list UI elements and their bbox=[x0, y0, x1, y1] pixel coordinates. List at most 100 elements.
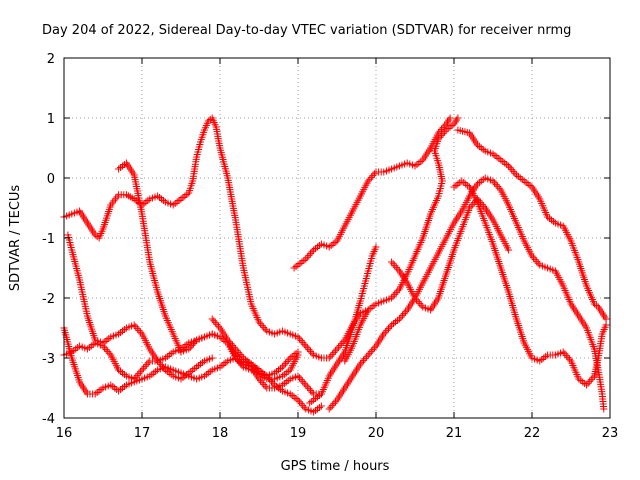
data-point-marker bbox=[305, 251, 313, 259]
data-point-marker bbox=[565, 355, 573, 363]
y-tick-label: -3 bbox=[42, 352, 55, 367]
data-point-marker bbox=[370, 170, 378, 178]
x-axis-label: GPS time / hours bbox=[281, 459, 390, 474]
data-point-marker bbox=[394, 287, 402, 295]
data-point-marker bbox=[233, 347, 241, 355]
data-point-marker bbox=[296, 398, 304, 406]
data-point-marker bbox=[327, 403, 335, 411]
data-point-marker bbox=[300, 379, 308, 387]
data-point-marker bbox=[303, 383, 311, 391]
data-point-marker bbox=[306, 250, 314, 258]
data-point-marker bbox=[236, 350, 244, 358]
data-point-marker bbox=[214, 322, 222, 330]
data-point-marker bbox=[330, 349, 338, 357]
series-trace-7 bbox=[290, 114, 454, 272]
data-point-marker bbox=[308, 248, 316, 256]
data-point-marker bbox=[602, 321, 610, 329]
series-trace-2 bbox=[64, 231, 216, 383]
data-point-marker bbox=[261, 325, 269, 333]
data-point-marker bbox=[361, 355, 369, 363]
data-point-marker bbox=[255, 318, 263, 326]
data-point-marker bbox=[454, 114, 462, 122]
data-point-marker bbox=[294, 396, 302, 404]
data-point-marker bbox=[434, 135, 442, 143]
data-point-marker bbox=[395, 315, 403, 323]
data-point-marker bbox=[505, 162, 513, 170]
data-point-marker bbox=[300, 403, 308, 411]
data-point-marker bbox=[303, 253, 311, 261]
x-tick-label: 20 bbox=[368, 426, 385, 441]
data-point-marker bbox=[363, 353, 371, 361]
data-point-marker bbox=[413, 296, 421, 304]
x-tick-label: 21 bbox=[446, 426, 463, 441]
data-point-marker bbox=[257, 320, 265, 328]
data-point-marker bbox=[213, 320, 221, 328]
data-point-marker bbox=[400, 310, 408, 318]
data-point-marker bbox=[411, 294, 419, 302]
x-tick-label: 16 bbox=[56, 426, 73, 441]
series-trace-1 bbox=[60, 114, 372, 362]
data-point-marker bbox=[339, 338, 347, 346]
data-point-marker bbox=[417, 301, 425, 309]
data-point-marker bbox=[366, 349, 374, 357]
data-point-marker bbox=[331, 398, 339, 406]
data-point-marker bbox=[562, 352, 570, 360]
data-point-marker bbox=[402, 308, 410, 316]
data-point-marker bbox=[358, 358, 366, 366]
data-point-marker bbox=[135, 326, 143, 334]
data-point-marker bbox=[285, 356, 293, 364]
data-point-marker bbox=[528, 252, 536, 260]
data-point-marker bbox=[587, 376, 595, 384]
series-trace-11 bbox=[388, 195, 513, 314]
data-point-marker bbox=[232, 354, 240, 362]
axis-ticks: 16 17 18 19 20 21 22 23 -4 -3 -2 -1 0 1 2 bbox=[42, 52, 618, 441]
x-tick-label: 18 bbox=[212, 426, 229, 441]
data-point-marker bbox=[185, 345, 193, 353]
data-point-marker bbox=[372, 243, 380, 251]
data-point-marker bbox=[360, 356, 368, 364]
data-point-marker bbox=[130, 321, 138, 329]
data-point-marker bbox=[260, 380, 268, 388]
data-point-marker bbox=[394, 265, 402, 273]
data-point-marker bbox=[296, 374, 304, 382]
data-point-marker bbox=[495, 184, 503, 192]
data-point-marker bbox=[138, 366, 146, 374]
data-point-marker bbox=[391, 262, 399, 270]
data-point-marker bbox=[509, 167, 517, 175]
x-tick-label: 19 bbox=[290, 426, 307, 441]
data-point-marker bbox=[141, 362, 149, 370]
data-point-marker bbox=[235, 349, 243, 357]
data-point-marker bbox=[236, 359, 244, 367]
data-point-marker bbox=[388, 294, 396, 302]
data-point-marker bbox=[101, 344, 109, 352]
data-point-marker bbox=[333, 345, 341, 353]
series-trace-10 bbox=[341, 114, 462, 365]
data-point-marker bbox=[228, 341, 236, 349]
data-point-marker bbox=[583, 381, 591, 389]
data-point-marker bbox=[294, 333, 302, 341]
data-point-marker bbox=[338, 340, 346, 348]
y-tick-label: -2 bbox=[42, 292, 55, 307]
data-point-marker bbox=[290, 264, 298, 272]
data-point-marker bbox=[386, 323, 394, 331]
data-point-marker bbox=[297, 400, 305, 408]
data-point-marker bbox=[297, 337, 305, 345]
data-point-marker bbox=[380, 330, 388, 338]
data-point-marker bbox=[136, 328, 144, 336]
data-point-marker bbox=[211, 319, 219, 327]
x-tick-label: 23 bbox=[602, 426, 619, 441]
data-point-marker bbox=[238, 352, 246, 360]
data-point-marker bbox=[136, 368, 144, 376]
data-point-marker bbox=[446, 114, 454, 122]
data-point-marker bbox=[130, 375, 138, 383]
data-point-marker bbox=[328, 401, 336, 409]
data-point-marker bbox=[261, 382, 269, 390]
data-point-marker bbox=[584, 379, 592, 387]
data-point-marker bbox=[282, 359, 290, 367]
data-point-marker bbox=[328, 350, 336, 358]
data-point-marker bbox=[439, 130, 447, 138]
data-point-marker bbox=[467, 202, 475, 210]
data-point-marker bbox=[233, 356, 241, 364]
series-trace-5 bbox=[60, 330, 302, 383]
